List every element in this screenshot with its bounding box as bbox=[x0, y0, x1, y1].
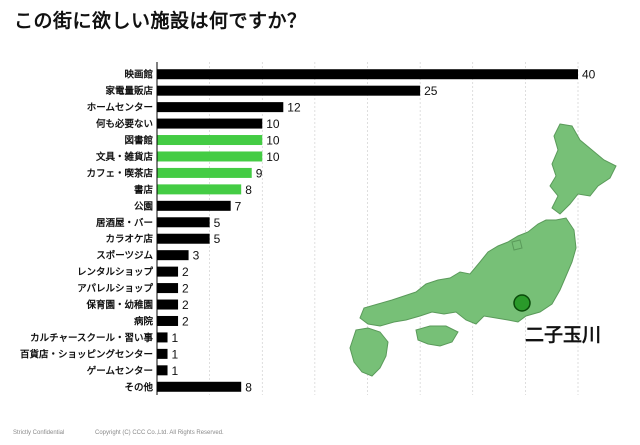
category-label: レンタルショップ bbox=[77, 266, 154, 278]
value-label: 8 bbox=[245, 183, 252, 197]
category-label: 居酒屋・バー bbox=[96, 217, 153, 229]
value-label: 1 bbox=[172, 364, 179, 378]
category-label: カラオケ店 bbox=[105, 233, 153, 245]
map-kyushu bbox=[349, 327, 389, 377]
value-label: 2 bbox=[182, 282, 189, 296]
category-label: 文具・雑貨店 bbox=[95, 151, 154, 163]
bars bbox=[157, 69, 578, 392]
value-label: 7 bbox=[235, 199, 242, 213]
bar bbox=[157, 69, 578, 80]
value-label: 1 bbox=[172, 331, 179, 345]
bar bbox=[157, 283, 179, 294]
value-label: 3 bbox=[193, 249, 200, 263]
value-label: 25 bbox=[424, 84, 438, 98]
value-label: 2 bbox=[182, 298, 189, 312]
bar bbox=[157, 332, 168, 343]
bar bbox=[157, 184, 242, 195]
map-honshu bbox=[359, 217, 577, 327]
category-label: ゲームセンター bbox=[87, 365, 153, 377]
category-label: 図書館 bbox=[124, 135, 153, 147]
category-label: 家電量販店 bbox=[105, 85, 153, 97]
bar bbox=[157, 299, 179, 310]
value-label: 5 bbox=[214, 216, 221, 230]
category-labels: 映画館家電量販店ホームセンター何も必要ない図書館文具・雑貨店カフェ・喫茶店書店公… bbox=[20, 69, 154, 394]
bar bbox=[157, 167, 252, 178]
bar bbox=[157, 200, 231, 211]
category-label: 書店 bbox=[134, 184, 154, 196]
category-label: カフェ・喫茶店 bbox=[86, 167, 153, 179]
bar bbox=[157, 233, 210, 244]
map-hokkaido bbox=[549, 123, 617, 215]
bar bbox=[157, 266, 179, 277]
value-label: 2 bbox=[182, 265, 189, 279]
value-label: 12 bbox=[287, 101, 301, 115]
value-label: 10 bbox=[266, 150, 280, 164]
value-label: 40 bbox=[582, 68, 596, 82]
chart-title: この街に欲しい施設は何ですか？ bbox=[14, 10, 307, 32]
category-label: 保育園・幼稚園 bbox=[85, 299, 153, 311]
bar bbox=[157, 315, 179, 326]
bar bbox=[157, 381, 242, 392]
value-label: 2 bbox=[182, 314, 189, 328]
value-label: 1 bbox=[172, 347, 179, 361]
value-label: 5 bbox=[214, 232, 221, 246]
copyright-notice: Copyright (C) CCC Co.,Ltd. All Rights Re… bbox=[95, 430, 224, 436]
category-label: 病院 bbox=[134, 315, 154, 327]
map-shikoku bbox=[415, 325, 459, 347]
category-label: その他 bbox=[124, 381, 153, 393]
bar bbox=[157, 217, 210, 228]
bar bbox=[157, 250, 189, 261]
bar bbox=[157, 118, 263, 129]
location-marker bbox=[513, 294, 531, 312]
category-label: スポーツジム bbox=[96, 250, 153, 262]
map-sado bbox=[511, 239, 523, 251]
bar bbox=[157, 151, 263, 162]
value-label: 10 bbox=[266, 117, 280, 131]
category-label: 百貨店・ショッピングセンター bbox=[20, 348, 153, 360]
confidential-notice: Strictly Confidential bbox=[13, 430, 65, 436]
value-label: 9 bbox=[256, 166, 263, 180]
category-label: 公園 bbox=[134, 201, 153, 212]
category-label: カルチャースクール・習い事 bbox=[30, 332, 153, 344]
bar bbox=[157, 135, 263, 146]
value-label: 10 bbox=[266, 134, 280, 148]
bar bbox=[157, 348, 168, 359]
category-label: 何も必要ない bbox=[96, 118, 153, 130]
bar bbox=[157, 102, 284, 113]
bar bbox=[157, 85, 421, 96]
category-label: ホームセンター bbox=[87, 102, 153, 114]
category-label: アパレルショップ bbox=[77, 283, 153, 295]
location-label: 二子玉川 bbox=[525, 324, 602, 346]
bar bbox=[157, 365, 168, 376]
category-label: 映画館 bbox=[124, 69, 153, 81]
japan-map bbox=[349, 123, 617, 377]
value-label: 8 bbox=[245, 380, 252, 394]
